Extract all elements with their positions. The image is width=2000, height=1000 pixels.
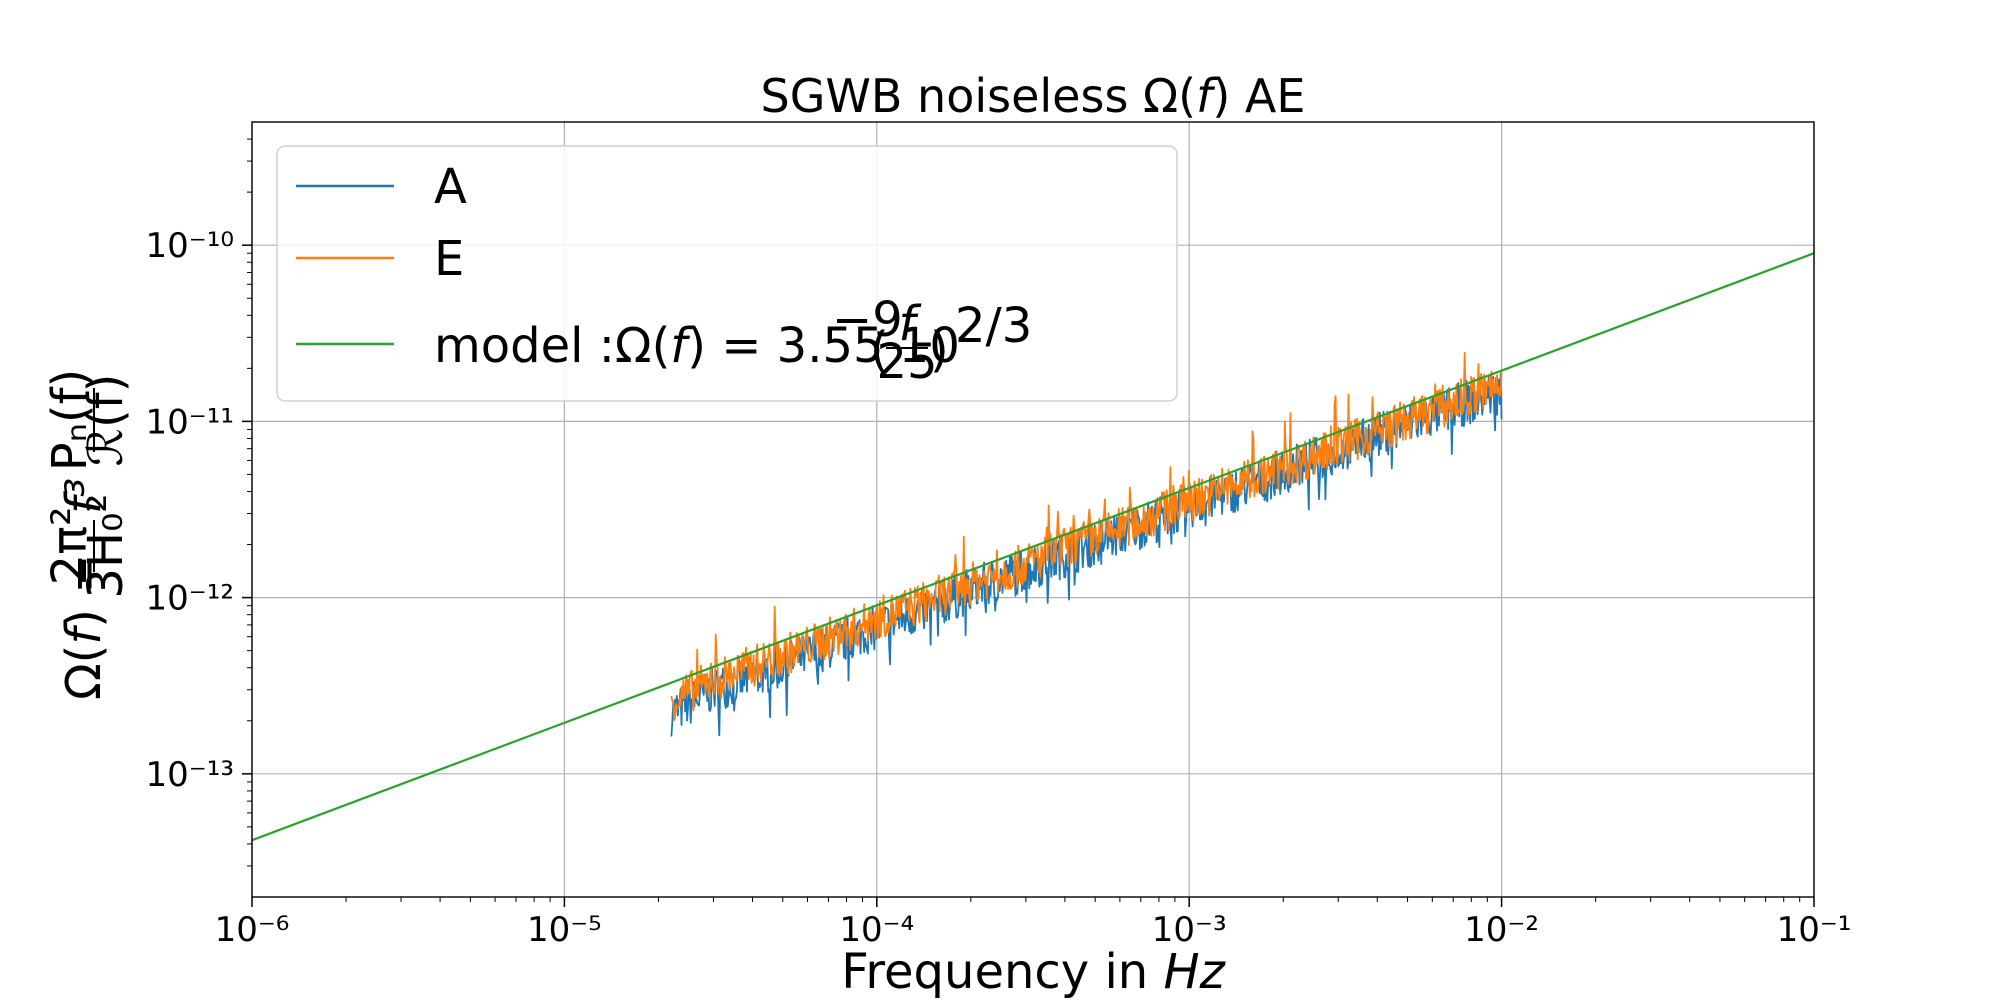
svg-text:3H₀²: 3H₀² bbox=[78, 493, 134, 598]
axis-ticks: 10⁻⁶ 10⁻⁵ 10⁻⁴ 10⁻³ 10⁻² 10⁻¹ 10⁻¹³ 10⁻¹² 10⁻¹¹ 1… bbox=[146, 138, 1852, 950]
svg-text:f³: f³ bbox=[56, 478, 112, 514]
y-axis-title: Ω(f) = 2π² 3H₀² f³ Pₙ(f) ℛ(f) bbox=[42, 369, 134, 700]
chart-title: SGWB noiseless Ω(f) AE bbox=[761, 69, 1306, 123]
legend: A E model :Ω(f) = 3.55 10 −9 ( f 25 ) 2/… bbox=[276, 145, 1178, 402]
plot-frame bbox=[251, 121, 1815, 898]
x-tick-label: 10⁻⁵ bbox=[527, 910, 602, 950]
svg-text:−9: −9 bbox=[832, 292, 903, 348]
svg-text:Ω(f) =: Ω(f) = bbox=[56, 553, 112, 700]
svg-text:25: 25 bbox=[876, 334, 937, 390]
x-tick-label: 10⁻⁴ bbox=[839, 910, 914, 950]
series-group bbox=[251, 252, 1815, 842]
svg-text:2/3: 2/3 bbox=[955, 298, 1032, 354]
series-line-model bbox=[251, 252, 1815, 842]
y-tick-label: 10⁻¹⁰ bbox=[146, 226, 234, 266]
x-tick-label: 10⁻⁶ bbox=[215, 910, 290, 950]
legend-box bbox=[276, 145, 1178, 402]
svg-text:ℛ(f): ℛ(f) bbox=[78, 374, 134, 467]
svg-text:2π²: 2π² bbox=[42, 507, 98, 586]
svg-text:model :Ω(f) = 3.55 10: model :Ω(f) = 3.55 10 bbox=[434, 318, 960, 374]
svg-text:): ) bbox=[930, 322, 949, 378]
svg-text:(: ( bbox=[870, 322, 889, 378]
svg-text:Pₙ(f): Pₙ(f) bbox=[42, 369, 98, 471]
y-tick-label: 10⁻¹¹ bbox=[146, 402, 234, 442]
x-tick-label: 10⁻¹ bbox=[1777, 910, 1852, 950]
x-tick-label: 10⁻² bbox=[1464, 910, 1539, 950]
legend-label-e: E bbox=[434, 231, 464, 287]
x-axis-title: Frequency in Hz bbox=[841, 944, 1226, 1000]
series-line-a bbox=[670, 372, 1503, 737]
legend-label-a: A bbox=[434, 159, 467, 215]
legend-label-model: model :Ω(f) = 3.55 10 −9 ( f 25 ) 2/3 bbox=[434, 292, 1032, 390]
x-tick-label: 10⁻³ bbox=[1152, 910, 1227, 950]
y-tick-label: 10⁻¹³ bbox=[146, 755, 234, 795]
y-tick-label: 10⁻¹² bbox=[146, 579, 234, 619]
series-line-e bbox=[670, 352, 1503, 722]
